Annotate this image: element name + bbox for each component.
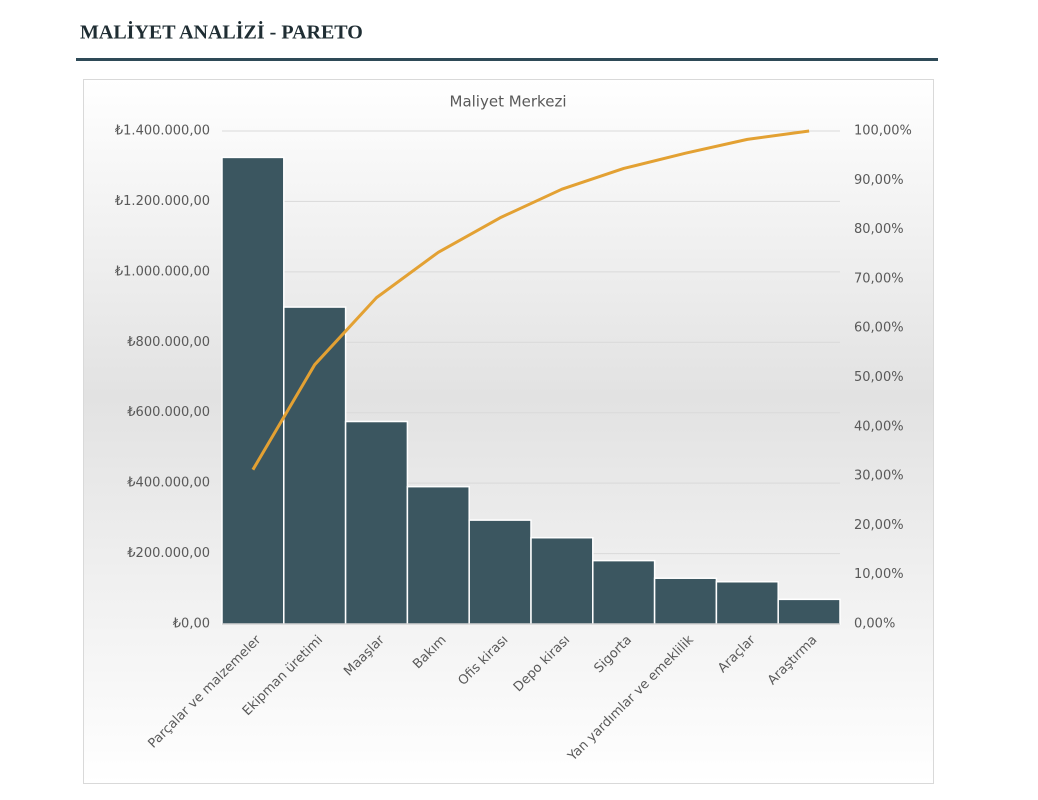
- bar: [653, 577, 718, 625]
- y-tick-label: ₺800.000,00: [127, 335, 210, 350]
- page-title: MALİYET ANALİZİ - PARETO: [80, 20, 363, 44]
- bar: [530, 536, 594, 625]
- y2-tick-label: 10,00%: [854, 567, 904, 582]
- y2-tick-label: 100,00%: [854, 124, 912, 139]
- header-rule: [76, 58, 938, 61]
- y-tick-label: ₺0,00: [173, 617, 210, 632]
- chart-title: Maliyet Merkezi: [450, 93, 567, 111]
- y2-tick-label: 60,00%: [854, 321, 904, 336]
- bar: [777, 598, 841, 625]
- bar: [715, 580, 779, 625]
- y2-tick-label: 90,00%: [854, 173, 904, 188]
- bar: [221, 156, 285, 625]
- y2-tick-label: 20,00%: [854, 518, 904, 533]
- y-tick-label: ₺1.000.000,00: [115, 264, 210, 279]
- y-tick-label: ₺400.000,00: [127, 476, 210, 491]
- y2-tick-label: 50,00%: [854, 370, 904, 385]
- y-tick-label: ₺1.400.000,00: [115, 124, 210, 139]
- bar: [344, 420, 409, 625]
- y2-tick-label: 40,00%: [854, 419, 904, 434]
- y2-tick-label: 30,00%: [854, 469, 904, 484]
- y2-tick-label: 70,00%: [854, 271, 904, 286]
- bar: [406, 485, 470, 625]
- y-tick-label: ₺1.200.000,00: [115, 194, 210, 209]
- bar: [283, 306, 347, 625]
- bar: [592, 559, 656, 625]
- y2-tick-label: 80,00%: [854, 222, 904, 237]
- pareto-line: [251, 129, 810, 471]
- y-tick-label: ₺600.000,00: [127, 405, 210, 420]
- y-tick-label: ₺200.000,00: [127, 546, 210, 561]
- bar: [468, 519, 532, 625]
- y2-tick-label: 0,00%: [854, 617, 895, 632]
